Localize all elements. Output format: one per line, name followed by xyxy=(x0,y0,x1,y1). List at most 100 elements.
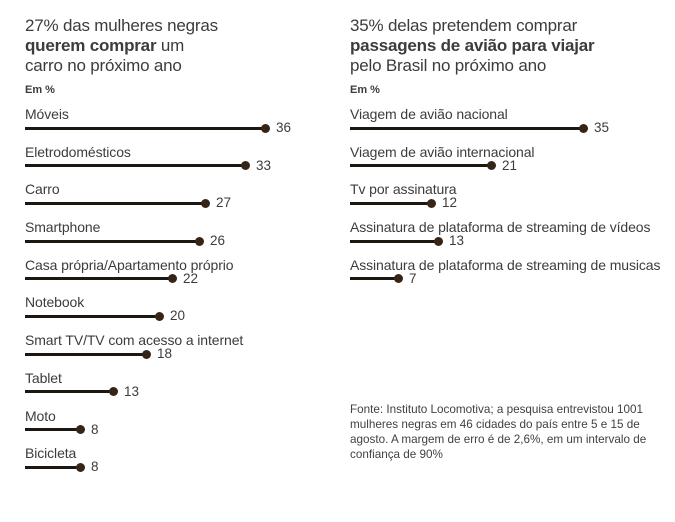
panel-left: 27% das mulheres negras querem comprar um… xyxy=(25,16,337,483)
bar-dot xyxy=(201,198,210,208)
bar-dot xyxy=(155,311,164,321)
bar-line xyxy=(25,201,206,205)
bar-value: 13 xyxy=(124,383,140,399)
bar-value: 33 xyxy=(256,157,272,173)
bar-line xyxy=(25,428,81,431)
bar: 26 xyxy=(25,233,226,249)
bar-dot xyxy=(487,161,496,171)
bar: 7 xyxy=(350,270,417,286)
chart-row: Eletrodomésticos 33 xyxy=(25,144,337,182)
bar: 22 xyxy=(25,270,199,286)
bar-line xyxy=(350,164,492,168)
bar-dot xyxy=(394,274,403,284)
bar: 20 xyxy=(25,308,186,324)
bar-line xyxy=(25,164,246,168)
bar-line xyxy=(25,239,200,243)
bar-value: 12 xyxy=(442,195,458,211)
chart-row: Assinatura de plataforma de streaming de… xyxy=(350,219,675,257)
bar-label: Tv por assinatura xyxy=(350,181,457,198)
bar-label: Notebook xyxy=(25,294,85,311)
bar: 8 xyxy=(25,421,99,437)
bar-dot xyxy=(142,349,151,359)
source-note-line: agosto. A margem de erro é de 2,6%, em u… xyxy=(350,433,647,446)
bar-label: Móveis xyxy=(25,106,69,122)
bar-value: 26 xyxy=(210,233,226,249)
bar-dot xyxy=(168,274,177,284)
chart-row: Viagem de avião internacional 21 xyxy=(350,144,675,182)
bar-line xyxy=(350,126,584,130)
bar-value: 18 xyxy=(157,346,173,362)
bar-label: Viagem de avião internacional xyxy=(350,143,535,160)
bar-label: Assinatura de plataforma de streaming de… xyxy=(350,219,651,236)
source-note-line: Fonte: Instituto Locomotiva; a pesquisa … xyxy=(350,403,644,416)
bar: 13 xyxy=(350,233,465,249)
chart-row: Móveis 36 xyxy=(25,106,337,144)
bar-dot xyxy=(434,236,443,246)
bar: 33 xyxy=(25,157,272,173)
bar-label: Tablet xyxy=(25,369,62,386)
bar-line xyxy=(350,239,439,243)
bar-label: Smart TV/TV com acesso a internet xyxy=(25,332,244,349)
chart-row: Notebook 20 xyxy=(25,294,337,332)
bar-dot xyxy=(261,123,270,133)
bar-value: 8 xyxy=(91,421,99,437)
bar-line xyxy=(25,352,147,356)
chart-row: Tv por assinatura 12 xyxy=(350,181,675,219)
bar-label: Bicicleta xyxy=(25,445,77,462)
bar-line xyxy=(25,126,266,130)
bar-label: Carro xyxy=(25,181,60,198)
bar-value: 22 xyxy=(183,270,199,286)
chart-row: Moto 8 xyxy=(25,408,337,446)
bar-value: 13 xyxy=(449,233,465,249)
chart-row: Casa própria/Apartamento próprio 22 xyxy=(25,257,337,295)
chart-row: Bicicleta 8 xyxy=(25,445,337,483)
bar-value: 8 xyxy=(91,459,99,475)
bar-list: Móveis 36 Eletrodomésticos 33 Carro xyxy=(25,106,337,483)
bar-dot xyxy=(76,425,85,434)
bar-line xyxy=(25,277,173,281)
bar-label: Eletrodomésticos xyxy=(25,143,131,160)
chart-row: Smart TV/TV com acesso a internet 18 xyxy=(25,332,337,370)
bar-value: 35 xyxy=(594,120,610,135)
source-note: Fonte: Instituto Locomotiva; a pesquisa … xyxy=(350,402,660,462)
bar-value: 20 xyxy=(170,308,186,324)
bar: 8 xyxy=(25,459,99,475)
bar-value: 27 xyxy=(216,195,232,211)
bar-label: Smartphone xyxy=(25,219,101,236)
source-note-line: confiança de 90% xyxy=(350,448,443,461)
bar-line xyxy=(25,465,81,469)
bar-dot xyxy=(241,161,250,171)
bar-value: 36 xyxy=(276,120,292,135)
bar-line xyxy=(25,314,160,318)
source-note-line: mulheres negras em 46 cidades do país en… xyxy=(350,418,640,431)
bar-line xyxy=(350,277,399,281)
bar-dot xyxy=(76,462,85,472)
bar-label: Moto xyxy=(25,407,56,424)
bar-line xyxy=(350,201,432,205)
bar: 36 xyxy=(25,120,292,135)
chart-row: Carro 27 xyxy=(25,181,337,219)
panel-right: 35% delas pretendem comprar passagens de … xyxy=(350,16,675,294)
bar-line xyxy=(25,390,114,394)
bar: 27 xyxy=(25,195,232,211)
bar-dot xyxy=(579,123,588,133)
bar-label: Casa própria/Apartamento próprio xyxy=(25,256,234,273)
bar: 12 xyxy=(350,195,458,211)
unit-label: Em % xyxy=(25,84,55,96)
bar: 21 xyxy=(350,157,518,173)
bar-dot xyxy=(195,236,204,246)
bar-label: Viagem de avião nacional xyxy=(350,106,508,122)
bar: 13 xyxy=(25,383,140,399)
unit-label: Em % xyxy=(350,84,380,96)
chart-row: Tablet 13 xyxy=(25,370,337,408)
bar-value: 21 xyxy=(502,157,518,173)
panel-title: 27% das mulheres negras querem comprar um… xyxy=(25,16,218,75)
bar-label: Assinatura de plataforma de streaming de… xyxy=(350,256,661,273)
chart-row: Smartphone 26 xyxy=(25,219,337,257)
bar-dot xyxy=(109,387,118,397)
chart-row: Viagem de avião nacional 35 xyxy=(350,106,675,144)
bar-list: Viagem de avião nacional 35 Viagem de av… xyxy=(350,106,675,294)
bar-value: 7 xyxy=(409,270,417,286)
chart-row: Assinatura de plataforma de streaming de… xyxy=(350,257,675,295)
